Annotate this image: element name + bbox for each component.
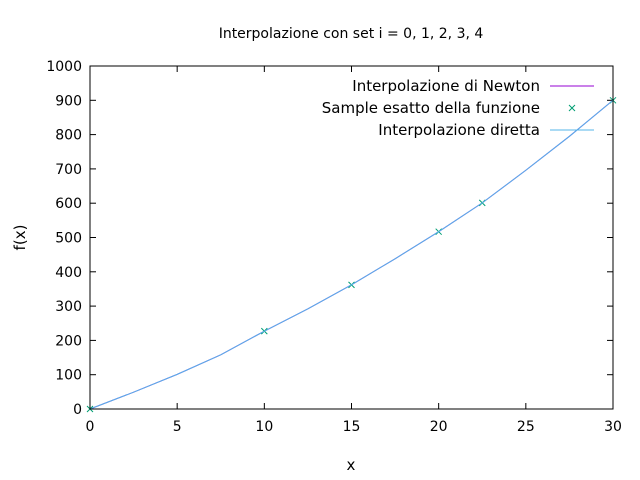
x-tick-label: 15 [343,419,361,435]
series-line [89,99,614,410]
y-tick-label: 300 [55,299,82,315]
legend-swatch [568,104,576,112]
x-tick-label: 5 [173,419,182,435]
y-tick-label: 600 [55,196,82,212]
x-axis-label: x [347,456,356,474]
plot-frame [89,65,614,410]
y-tick-label: 0 [73,402,82,418]
series-2 [89,99,614,410]
x-tick-label: 0 [86,419,95,435]
y-tick-label: 200 [55,333,82,349]
y-tick-label: 500 [55,231,82,247]
y-tick-label: 400 [55,265,82,281]
x-tick-label: 30 [604,419,622,435]
legend-label: Interpolazione di Newton [352,77,540,95]
x-tick-label: 10 [255,419,273,435]
series-0 [89,99,614,410]
series-1 [86,96,617,413]
axis-ticks: 0 5 10 15 20 25 300100200300400500600700800900… [46,59,622,435]
y-tick-label: 900 [55,93,82,109]
legend-label: Sample esatto della funzione [322,99,540,117]
x-tick-label: 20 [430,419,448,435]
y-tick-label: 100 [55,368,82,384]
y-tick-label: 1000 [46,59,82,75]
plot-area [86,96,617,413]
x-tick-label: 25 [517,419,535,435]
chart-title: Interpolazione con set i = 0, 1, 2, 3, 4 [219,26,484,42]
y-tick-label: 800 [55,128,82,144]
legend: Interpolazione di Newton Sample esatto de… [322,77,594,139]
legend-label: Interpolazione diretta [378,121,540,139]
y-tick-label: 700 [55,162,82,178]
series-line [89,99,614,410]
y-axis-label: f(x) [11,225,29,251]
